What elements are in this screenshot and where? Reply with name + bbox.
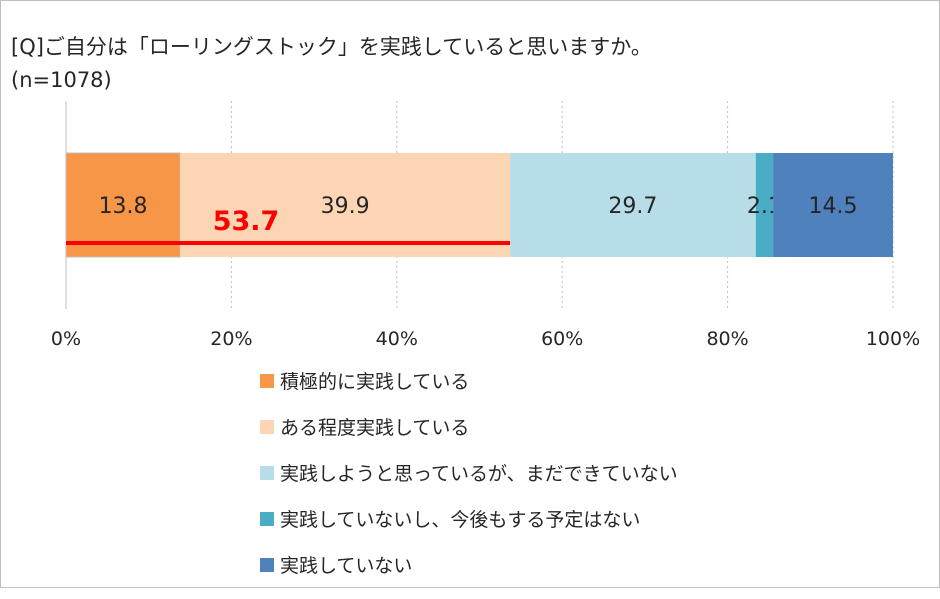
legend-item: 実践していないし、今後もする予定はない — [260, 507, 678, 531]
bar-segment — [65, 152, 181, 258]
legend-label: 実践していないし、今後もする予定はない — [280, 509, 641, 531]
bar-segment — [180, 153, 511, 257]
data-label: 14.5 — [809, 194, 858, 219]
legend-item: ある程度実践している — [260, 415, 678, 439]
x-tick-label: 60% — [541, 328, 583, 350]
legend-item: 実践しようと思っているが、まだできていない — [260, 461, 678, 485]
bar-segment — [773, 153, 893, 257]
legend-label: 実践していない — [280, 555, 413, 577]
data-label: 39.9 — [321, 194, 370, 219]
bar-segment — [755, 153, 774, 257]
chart-title: [Q]ご自分は「ローリングストック」を実践していると思いますか。 — [11, 35, 652, 59]
annotation-label: 53.7 — [213, 206, 280, 237]
legend-label: 積極的に実践している — [280, 371, 470, 393]
legend-swatch — [260, 511, 274, 526]
legend-item: 実践していない — [260, 553, 678, 577]
x-tick-label: 40% — [376, 328, 418, 350]
chart-plot: 0% 20% 40% 60% 80% 100%13.8 39.9 29.7 2.1 14.553.… — [51, 101, 920, 350]
legend-swatch — [260, 419, 274, 434]
legend-swatch — [260, 373, 274, 388]
legend-label: ある程度実践している — [280, 417, 470, 439]
chart-legend: 積極的に実践している ある程度実践している実践しようと思っているが、まだできていな… — [260, 369, 678, 599]
x-tick-label: 100% — [866, 328, 920, 350]
x-tick-label: 0% — [51, 328, 81, 350]
legend-swatch — [260, 557, 274, 572]
legend-label: 実践しようと思っているが、まだできていない — [280, 463, 678, 485]
x-tick-label: 20% — [210, 328, 252, 350]
legend-item: 積極的に実践している — [260, 369, 678, 393]
bar-segment — [510, 153, 756, 257]
data-label: 29.7 — [608, 194, 657, 219]
chart-subtitle: (n=1078) — [11, 68, 112, 92]
data-label: 13.8 — [99, 194, 148, 219]
legend-swatch — [260, 465, 274, 480]
x-tick-label: 80% — [706, 328, 748, 350]
